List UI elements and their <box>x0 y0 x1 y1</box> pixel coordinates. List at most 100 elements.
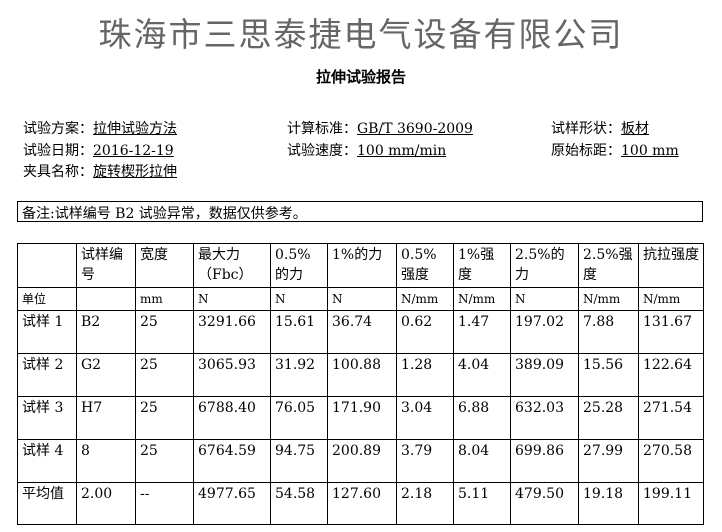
table-cell: N/mm <box>396 287 454 311</box>
value: 板材 <box>621 121 649 137</box>
table-cell: 6.88 <box>453 396 511 440</box>
table-cell: G2 <box>76 353 136 397</box>
table-cell: 479.50 <box>510 482 579 525</box>
table-cell: 54.58 <box>270 482 328 525</box>
table-cell: 6764.59 <box>193 439 271 483</box>
table-cell: 100.88 <box>327 353 397 397</box>
table-cell: 25.28 <box>578 396 639 440</box>
table-cell: mm <box>135 287 194 311</box>
results-table: 试样编号 宽度 最大力（Fbc） 0.5%的力 1%的力 0.5%强度 1%强度 2.5%的力… <box>17 243 704 525</box>
table-cell: 76.05 <box>270 396 328 440</box>
table-cell: H7 <box>76 396 136 440</box>
info-date: 试验日期：2016-12-19 <box>23 140 174 160</box>
table-cell: 试样 3 <box>17 396 77 440</box>
table-cell: 27.99 <box>578 439 639 483</box>
table-cell: 抗拉强度 <box>638 243 704 288</box>
table-cell: 0.5%的力 <box>270 243 328 288</box>
table-cell: 0.5%强度 <box>396 243 454 288</box>
table-cell: 122.64 <box>638 353 704 397</box>
table-cell: 271.54 <box>638 396 704 440</box>
table-cell: N/mm <box>453 287 511 311</box>
value: 2016-12-19 <box>93 143 174 159</box>
table-cell <box>17 243 77 288</box>
label: 试验方案： <box>23 121 93 137</box>
table-cell: 4.04 <box>453 353 511 397</box>
table-cell: 7.88 <box>578 310 639 354</box>
table-cell: 2.00 <box>76 482 136 525</box>
table-cell: 6788.40 <box>193 396 271 440</box>
table-cell: 25 <box>135 439 194 483</box>
table-cell: 2.5%的力 <box>510 243 579 288</box>
table-row: 试样 4 8 25 6764.59 94.75 200.89 3.79 8.04 699.86 2… <box>17 439 704 483</box>
table-cell: N <box>193 287 271 311</box>
table-cell: 31.92 <box>270 353 328 397</box>
table-cell: 1%强度 <box>453 243 511 288</box>
table-cell: 宽度 <box>135 243 194 288</box>
table-cell: 270.58 <box>638 439 704 483</box>
table-cell: 3065.93 <box>193 353 271 397</box>
table-cell: 8 <box>76 439 136 483</box>
table-cell: 25 <box>135 396 194 440</box>
unit-row: 单位 mm N N N N/mm N/mm N N/mm N/mm <box>17 287 704 311</box>
table-cell: 4977.65 <box>193 482 271 525</box>
table-cell: 197.02 <box>510 310 579 354</box>
table-cell: 171.90 <box>327 396 397 440</box>
table-cell: 199.11 <box>638 482 704 525</box>
table-cell: 5.11 <box>453 482 511 525</box>
info-gauge-length: 原始标距：100 mm <box>551 140 679 160</box>
table-cell: 试样 1 <box>17 310 77 354</box>
table-cell: 3291.66 <box>193 310 271 354</box>
table-cell: 389.09 <box>510 353 579 397</box>
table-cell: 131.67 <box>638 310 704 354</box>
report-title: 拉伸试验报告 <box>315 68 406 86</box>
info-speed: 试验速度：100 mm/min <box>287 140 446 160</box>
note-box: 备注:试样编号 B2 试验异常，数据仅供参考。 <box>17 201 703 222</box>
table-cell: N <box>510 287 579 311</box>
table-cell: 试样 2 <box>17 353 77 397</box>
label: 计算标准： <box>287 121 357 137</box>
table-cell: 25 <box>135 353 194 397</box>
table-cell: N/mm <box>638 287 704 311</box>
table-row: 平均值 2.00 -- 4977.65 54.58 127.60 2.18 5.11 479.5… <box>17 482 704 525</box>
table-row: 试样 2 G2 25 3065.93 31.92 100.88 1.28 4.04 389.09… <box>17 353 704 397</box>
table-cell: 94.75 <box>270 439 328 483</box>
table-cell: 200.89 <box>327 439 397 483</box>
table-cell: 8.04 <box>453 439 511 483</box>
label: 夹具名称： <box>23 164 93 180</box>
table-row: 试样 1 B2 25 3291.66 15.61 36.74 0.62 1.47 197.02 7… <box>17 310 704 354</box>
table-cell: 3.79 <box>396 439 454 483</box>
table-row: 试样 3 H7 25 6788.40 76.05 171.90 3.04 6.88 632.03… <box>17 396 704 440</box>
value: 100 mm/min <box>357 143 447 159</box>
table-cell: 最大力（Fbc） <box>193 243 271 288</box>
table-cell <box>76 287 136 311</box>
table-cell: 632.03 <box>510 396 579 440</box>
table-cell: 36.74 <box>327 310 397 354</box>
table-cell: 0.62 <box>396 310 454 354</box>
value: 旋转楔形拉伸 <box>93 164 177 180</box>
table-cell: N <box>270 287 328 311</box>
table-cell: 1%的力 <box>327 243 397 288</box>
table-cell: -- <box>135 482 194 525</box>
table-cell: 15.56 <box>578 353 639 397</box>
table-cell: B2 <box>76 310 136 354</box>
label: 试验速度： <box>287 143 357 159</box>
label: 试样形状： <box>551 121 621 137</box>
table-cell: 1.28 <box>396 353 454 397</box>
table-cell: 2.5%强度 <box>578 243 639 288</box>
table-cell: N <box>327 287 397 311</box>
table-cell: 试样编号 <box>76 243 136 288</box>
table-cell: 2.18 <box>396 482 454 525</box>
info-fixture: 夹具名称：旋转楔形拉伸 <box>23 161 177 181</box>
value: GB/T 3690-2009 <box>357 121 473 137</box>
label: 试验日期： <box>23 143 93 159</box>
table-cell: 19.18 <box>578 482 639 525</box>
table-cell: 试样 4 <box>17 439 77 483</box>
table-cell: 699.86 <box>510 439 579 483</box>
table-cell: 15.61 <box>270 310 328 354</box>
value: 100 mm <box>621 143 679 159</box>
table-cell: 单位 <box>17 287 77 311</box>
table-cell: N/mm <box>578 287 639 311</box>
info-standard: 计算标准：GB/T 3690-2009 <box>287 118 473 138</box>
info-shape: 试样形状：板材 <box>551 118 649 138</box>
table-cell: 3.04 <box>396 396 454 440</box>
